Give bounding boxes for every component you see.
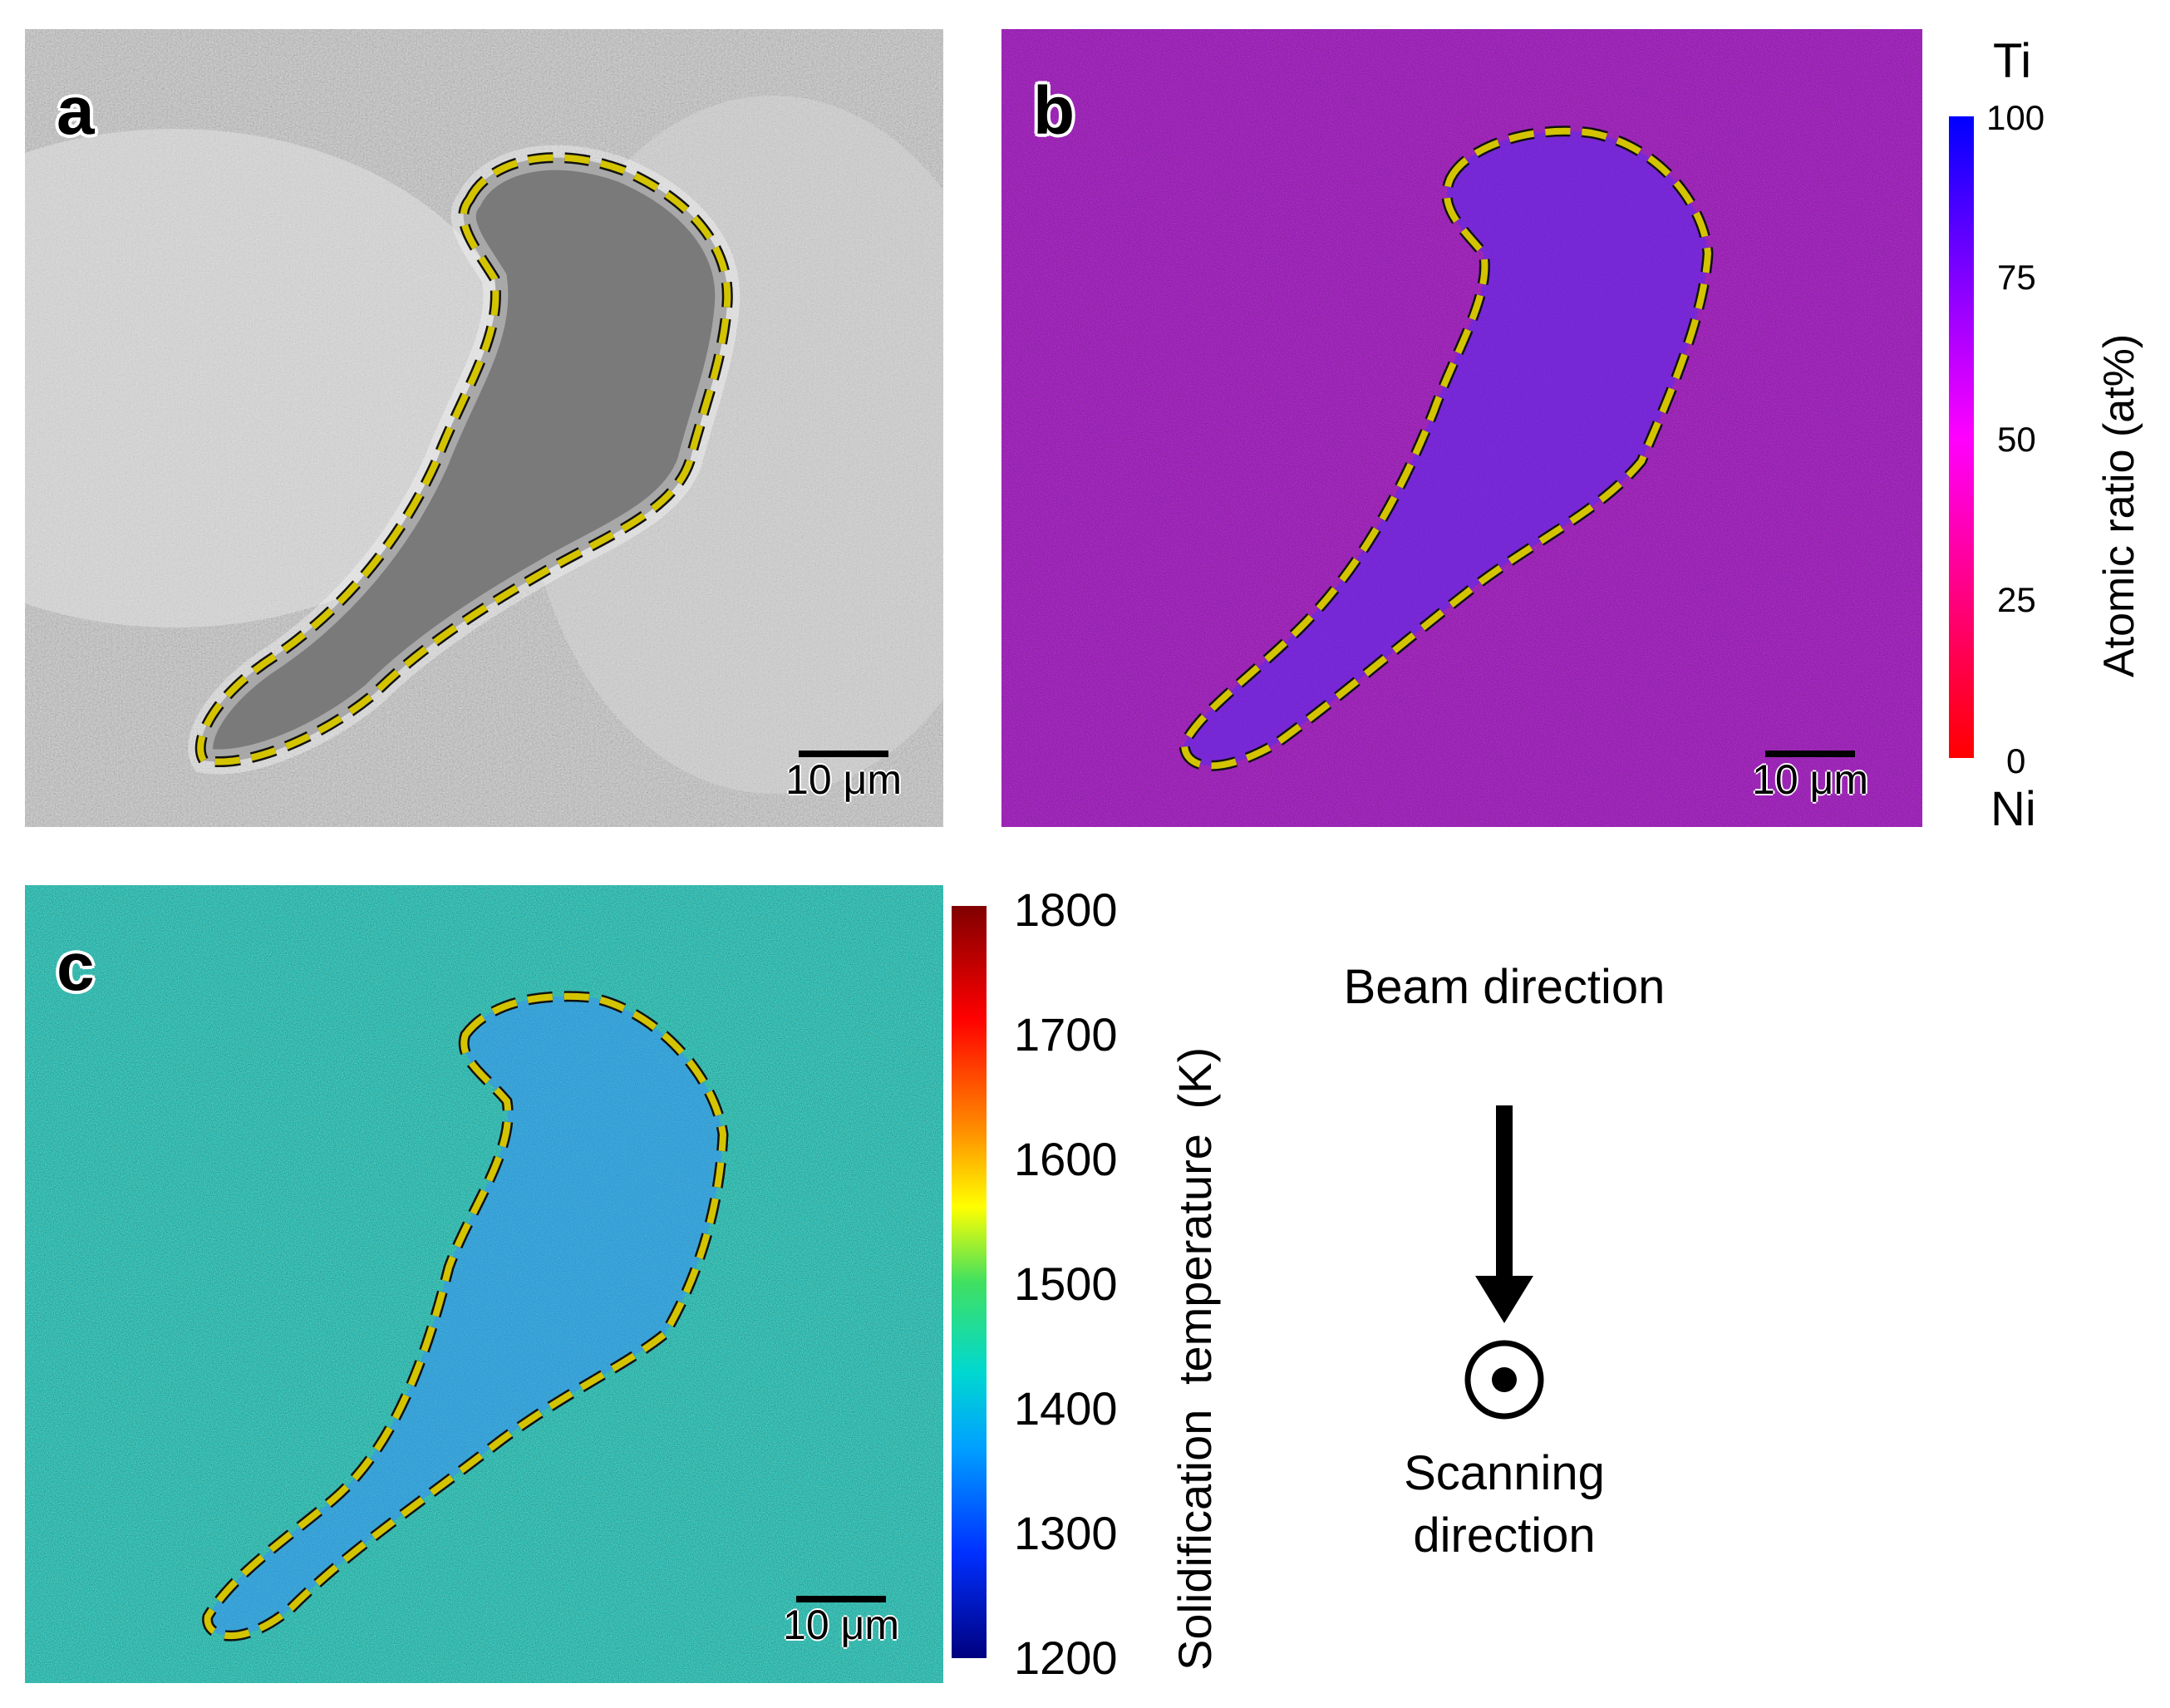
out-of-plane-dot-icon bbox=[1464, 1340, 1544, 1420]
arrow-down-icon bbox=[1475, 1105, 1533, 1323]
colorbar-tick: 100 bbox=[1986, 98, 2045, 137]
colorbar-gradient bbox=[1949, 116, 1974, 758]
sem-micrograph bbox=[25, 29, 943, 827]
panel-b-composition-map: b 10 μm bbox=[1001, 29, 1922, 827]
panel-c-temperature-map: c 10 μm bbox=[25, 885, 943, 1683]
colorbar-tick: 1400 bbox=[1014, 1382, 1118, 1435]
colorbar-title: Solidification temperature (K) bbox=[1169, 1046, 1221, 1671]
panel-label-a: a bbox=[57, 73, 95, 149]
colorbar-tick: 25 bbox=[1997, 580, 2036, 619]
scale-bar-a: 10 μm bbox=[773, 751, 914, 800]
temperature-map bbox=[25, 885, 943, 1683]
colorbar-tick: 75 bbox=[1997, 258, 2036, 297]
composition-map bbox=[1001, 29, 1922, 827]
scale-bar-line bbox=[799, 751, 888, 757]
colorbar-atomic-ratio bbox=[1949, 116, 1974, 758]
colorbar-tick: 1300 bbox=[1014, 1507, 1118, 1559]
panel-label-c: c bbox=[57, 929, 95, 1005]
colorbar-gradient bbox=[952, 906, 987, 1658]
panel-label-b: b bbox=[1033, 73, 1075, 149]
scale-bar-line bbox=[1765, 751, 1855, 757]
scale-bar-b: 10 μm bbox=[1739, 751, 1881, 800]
colorbar-bottom-label: Ni bbox=[1990, 782, 2036, 836]
scale-bar-line bbox=[796, 1596, 886, 1602]
scale-bar-text: 10 μm bbox=[785, 756, 902, 803]
colorbar-top-label: Ti bbox=[1993, 34, 2032, 88]
colorbar-title: Atomic ratio (at%) bbox=[2095, 333, 2143, 677]
panel-a-sem-image: a 10 μm bbox=[25, 29, 943, 827]
colorbar-tick: 1200 bbox=[1014, 1632, 1118, 1684]
colorbar-tick: 0 bbox=[2006, 741, 2026, 780]
scale-bar-c: 10 μm bbox=[770, 1596, 912, 1646]
colorbar-temperature bbox=[952, 906, 987, 1658]
scale-bar-text: 10 μm bbox=[1752, 756, 1868, 803]
colorbar-tick: 1800 bbox=[1014, 884, 1118, 936]
scale-bar-text: 10 μm bbox=[783, 1602, 899, 1648]
colorbar-tick: 1600 bbox=[1014, 1133, 1118, 1185]
beam-direction-label: Beam direction bbox=[1343, 960, 1666, 1014]
colorbar-tick: 1700 bbox=[1014, 1008, 1118, 1061]
colorbar-tick: 50 bbox=[1997, 420, 2036, 459]
colorbar-tick: 1500 bbox=[1014, 1258, 1118, 1310]
scanning-direction-label: Scanning direction bbox=[1404, 1446, 1605, 1563]
